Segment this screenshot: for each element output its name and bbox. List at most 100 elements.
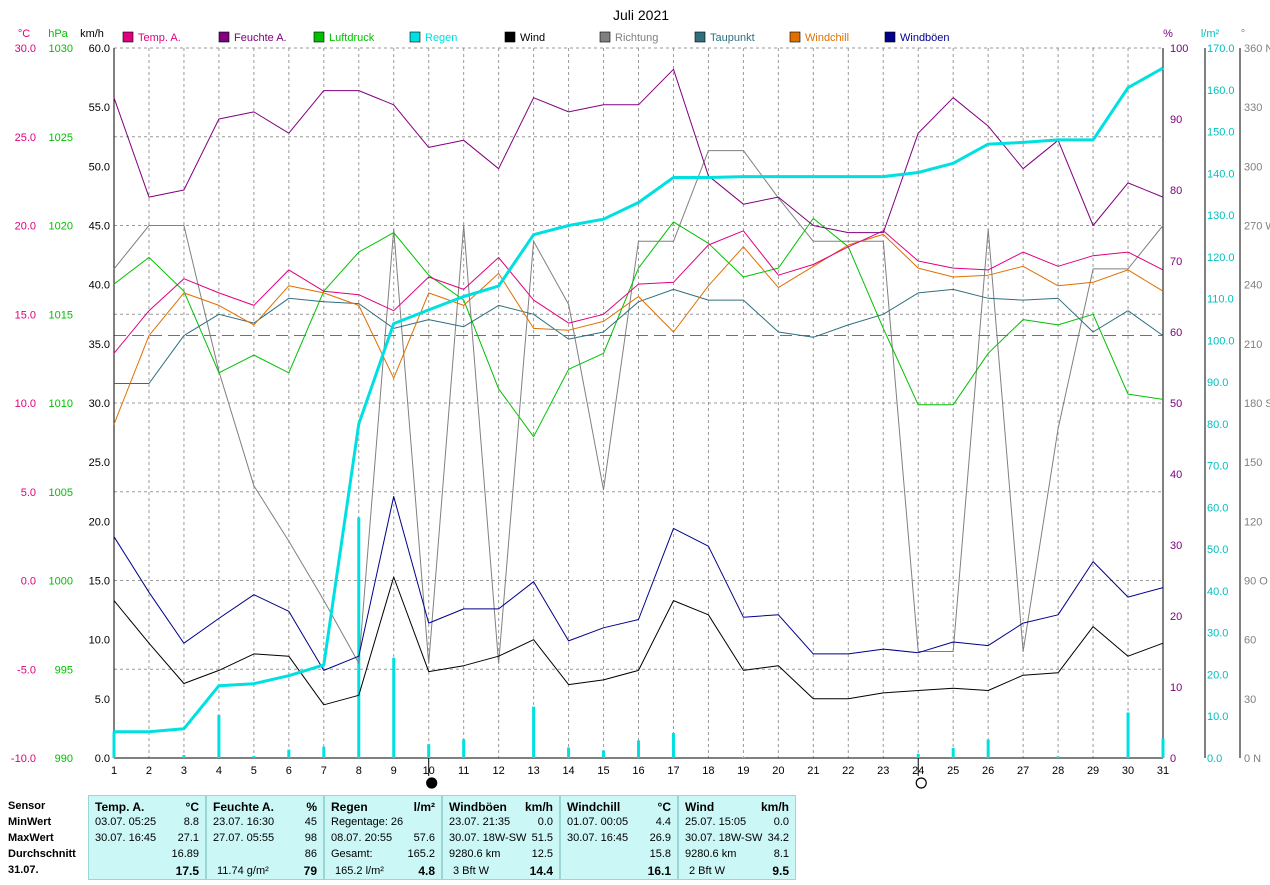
chart-title: Juli 2021 xyxy=(613,7,669,23)
wind-tick-label: 60.0 xyxy=(89,43,110,55)
wind-axis-unit: km/h xyxy=(80,28,104,40)
series-line-richtung xyxy=(114,151,1163,664)
rain-bar xyxy=(113,732,116,758)
stats-gust-avg: 12.5 xyxy=(532,848,553,860)
stats-hum-title: Feuchte A. xyxy=(213,800,274,814)
stats-rain-days: Regentage: 26 xyxy=(331,816,403,828)
stats-gust-title: Windböen xyxy=(449,800,507,814)
stats-temp-min-time: 03.07. 05:25 xyxy=(95,816,156,828)
stats-wind-max-val: 34.2 xyxy=(768,832,789,844)
wind-tick-label: 40.0 xyxy=(89,280,110,292)
direction-tick-label: 330 xyxy=(1244,102,1262,114)
stats-gust-unit: km/h xyxy=(525,800,553,814)
legend-label: Wind xyxy=(520,32,545,44)
stats-wind-min-val: 0.0 xyxy=(774,816,789,828)
humidity-tick-label: 10 xyxy=(1170,682,1182,694)
rain-tick-label: 140.0 xyxy=(1207,168,1235,180)
legend-label: Regen xyxy=(425,32,457,44)
wind-tick-label: 15.0 xyxy=(89,576,110,588)
stats-gust-dist: 9280.6 km xyxy=(449,848,500,860)
humidity-tick-label: 60 xyxy=(1170,327,1182,339)
pressure-tick-label: 1010 xyxy=(49,398,73,410)
rain-bar xyxy=(987,740,990,758)
stats-wind-unit: km/h xyxy=(761,800,789,814)
stats-temp: Temp. A. °C 03.07. 05:25 8.8 30.07. 16:4… xyxy=(88,795,206,880)
stats-temp-title: Temp. A. xyxy=(95,800,144,814)
stats-wind-avg: 8.1 xyxy=(774,848,789,860)
humidity-tick-label: 80 xyxy=(1170,185,1182,197)
legend-swatch xyxy=(505,32,515,42)
x-tick-label: 12 xyxy=(493,765,505,777)
rain-bar xyxy=(637,740,640,758)
temp-tick-label: 15.0 xyxy=(15,309,36,321)
rain-tick-label: 60.0 xyxy=(1207,502,1228,514)
direction-tick-label: 0 N xyxy=(1244,753,1261,765)
direction-tick-label: 360 N xyxy=(1244,43,1270,55)
stats-wind-dist: 9280.6 km xyxy=(685,848,736,860)
x-tick-label: 9 xyxy=(391,765,397,777)
x-tick-label: 4 xyxy=(216,765,222,777)
legend-swatch xyxy=(885,32,895,42)
temp-tick-label: 25.0 xyxy=(15,132,36,144)
stats-rain-today-total: 165.2 l/m² xyxy=(335,865,384,877)
stats-chill-unit: °C xyxy=(658,800,671,814)
rain-tick-label: 110.0 xyxy=(1207,294,1234,306)
pressure-tick-label: 1015 xyxy=(49,309,73,321)
rain-tick-label: 30.0 xyxy=(1207,628,1228,640)
weather-chart: Juli 2021 °C hPa km/h % l/m² ° Temp. A. F… xyxy=(0,0,1270,790)
rain-bar xyxy=(252,756,255,758)
temp-tick-label: 30.0 xyxy=(15,43,36,55)
x-tick-label: 28 xyxy=(1052,765,1064,777)
wind-tick-label: 10.0 xyxy=(89,635,110,647)
stats-rain-total: 165.2 xyxy=(407,848,435,860)
temp-tick-label: -10.0 xyxy=(11,753,36,765)
rain-tick-label: 90.0 xyxy=(1207,377,1228,389)
full-moon-icon xyxy=(916,778,926,788)
x-tick-label: 16 xyxy=(632,765,644,777)
stats-hum-abs: 11.74 g/m² xyxy=(217,865,269,877)
temp-tick-label: 10.0 xyxy=(15,398,36,410)
series-line-temp-a xyxy=(114,231,1163,353)
rain-bar xyxy=(182,755,185,758)
rain-tick-label: 120.0 xyxy=(1207,252,1235,264)
wind-tick-label: 30.0 xyxy=(89,398,110,410)
row-label-avg: Durchschnitt xyxy=(8,848,76,860)
stats-rain-today: 4.8 xyxy=(418,864,435,878)
stats-chill-today: 16.1 xyxy=(648,864,671,878)
legend-label: Temp. A. xyxy=(138,32,181,44)
direction-tick-label: 150 xyxy=(1244,457,1262,469)
direction-tick-label: 90 O xyxy=(1244,576,1268,588)
stats-gusts: Windböen km/h 23.07. 21:35 0.0 30.07. 18… xyxy=(442,795,560,880)
temp-tick-label: 5.0 xyxy=(21,487,36,499)
rain-tick-label: 20.0 xyxy=(1207,669,1228,681)
stats-hum-unit: % xyxy=(306,800,317,814)
stats-hum-max-val: 98 xyxy=(305,832,317,844)
row-label-sensor: Sensor xyxy=(8,800,45,812)
stats-rain-max-time: 08.07. 20:55 xyxy=(331,832,392,844)
stats-chill-min-val: 4.4 xyxy=(656,816,671,828)
legend-label: Windböen xyxy=(900,32,950,44)
legend-label: Windchill xyxy=(805,32,849,44)
stats-wind: Wind km/h 25.07. 15:05 0.0 30.07. 18W-SW… xyxy=(678,795,796,880)
rain-bar xyxy=(567,748,570,758)
rain-bar xyxy=(602,750,605,758)
rain-bar xyxy=(917,754,920,758)
wind-tick-label: 20.0 xyxy=(89,516,110,528)
stats-temp-unit: °C xyxy=(186,800,199,814)
stats-temp-max-val: 27.1 xyxy=(178,832,199,844)
humidity-tick-label: 40 xyxy=(1170,469,1182,481)
direction-tick-label: 210 xyxy=(1244,339,1262,351)
direction-tick-label: 240 xyxy=(1244,280,1262,292)
stats-wind-title: Wind xyxy=(685,800,714,814)
legend-label: Feuchte A. xyxy=(234,32,287,44)
row-label-date: 31.07. xyxy=(8,864,39,876)
rain-bar xyxy=(287,750,290,758)
stats-hum-min-time: 23.07. 16:30 xyxy=(213,816,274,828)
x-tick-label: 11 xyxy=(458,765,469,777)
stats-humidity: Feuchte A. % 23.07. 16:30 45 27.07. 05:5… xyxy=(206,795,324,880)
direction-tick-label: 180 S xyxy=(1244,398,1270,410)
stats-gust-bft: 3 Bft W xyxy=(453,865,489,877)
x-tick-label: 2 xyxy=(146,765,152,777)
stats-hum-avg: 86 xyxy=(305,848,317,860)
direction-tick-label: 300 xyxy=(1244,161,1262,173)
